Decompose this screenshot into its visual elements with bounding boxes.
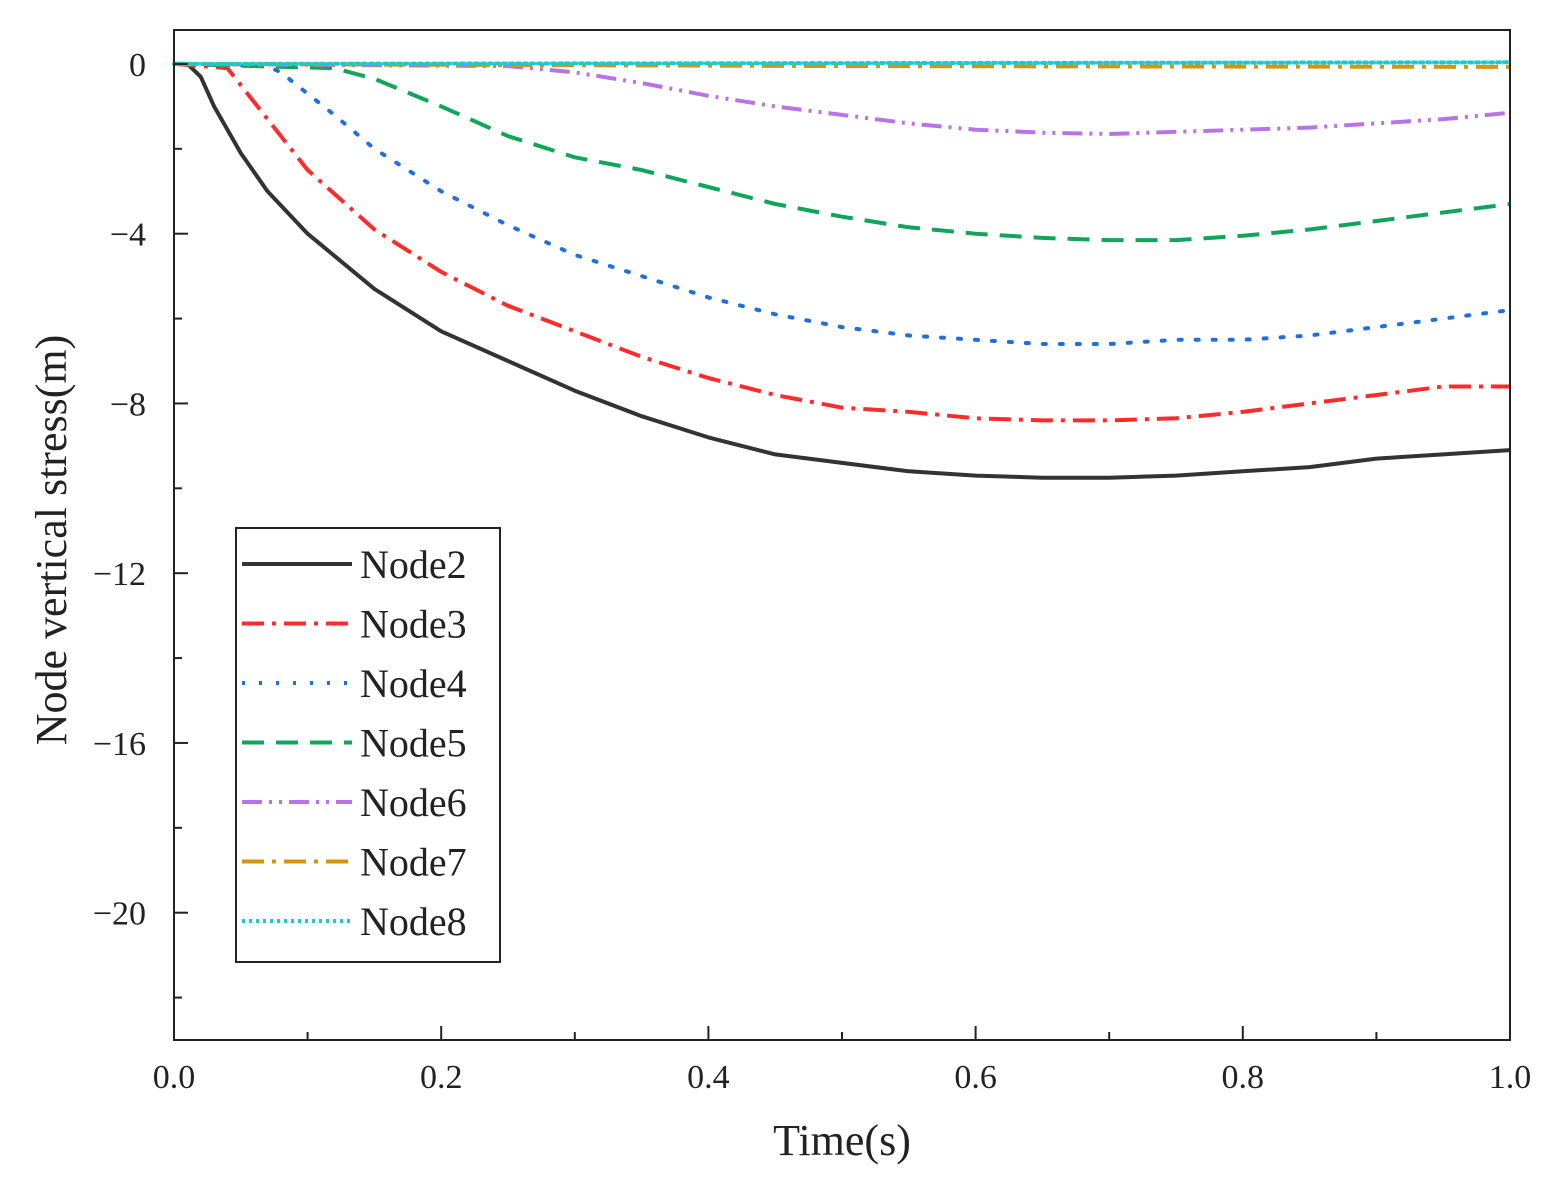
legend-label: Node5: [360, 721, 467, 766]
legend-item: Node5: [242, 721, 467, 766]
y-axis: 0 −4 −8 −12 −16 −20: [93, 47, 188, 999]
plot-series-group: [172, 60, 1512, 480]
legend-item: Node3: [242, 602, 467, 647]
legend-item: Node7: [242, 840, 467, 885]
x-tick-label: 0.0: [153, 1059, 196, 1096]
series-line-node8: [172, 60, 1512, 66]
legend-label: Node3: [360, 602, 467, 647]
legend-item: Node8: [242, 899, 467, 944]
legend-box: [235, 527, 501, 963]
legend-label: Node7: [360, 840, 467, 885]
legend-item: Node4: [242, 661, 467, 706]
series-line-node5: [173, 61, 1511, 243]
legend-label: Node4: [360, 661, 467, 706]
legend-label: Node8: [360, 899, 467, 944]
x-axis-title: Time(s): [773, 1116, 911, 1165]
x-tick-label: 0.4: [687, 1059, 730, 1096]
y-axis-title: Node vertical stress(m): [27, 335, 76, 746]
y-tick-label: 0: [129, 47, 146, 84]
legend-item: Node6: [242, 780, 467, 825]
series-line-node3: [173, 61, 1510, 423]
y-tick-label: −20: [93, 896, 146, 933]
series-line-node2: [174, 61, 1511, 480]
x-tick-label: 0.2: [420, 1059, 463, 1096]
y-tick-label: −4: [110, 217, 146, 254]
series-line-node4: [172, 61, 1512, 346]
x-tick-label: 0.6: [954, 1059, 997, 1096]
x-tick-label: 0.8: [1222, 1059, 1265, 1096]
legend-label: Node6: [360, 780, 467, 825]
legend-item: Node2: [242, 542, 467, 587]
x-tick-label: 1.0: [1489, 1059, 1532, 1096]
y-tick-label: −12: [93, 556, 146, 593]
y-tick-label: −8: [110, 386, 146, 423]
legend-label: Node2: [360, 542, 467, 587]
y-tick-label: −16: [93, 726, 146, 763]
x-axis: 0.0 0.2 0.4 0.6 0.8 1.0: [153, 1026, 1532, 1096]
legend: Node2 Node3 Node4 Node5 Node6 Node7 Node8: [235, 527, 501, 963]
series-line-node6: [173, 61, 1511, 136]
